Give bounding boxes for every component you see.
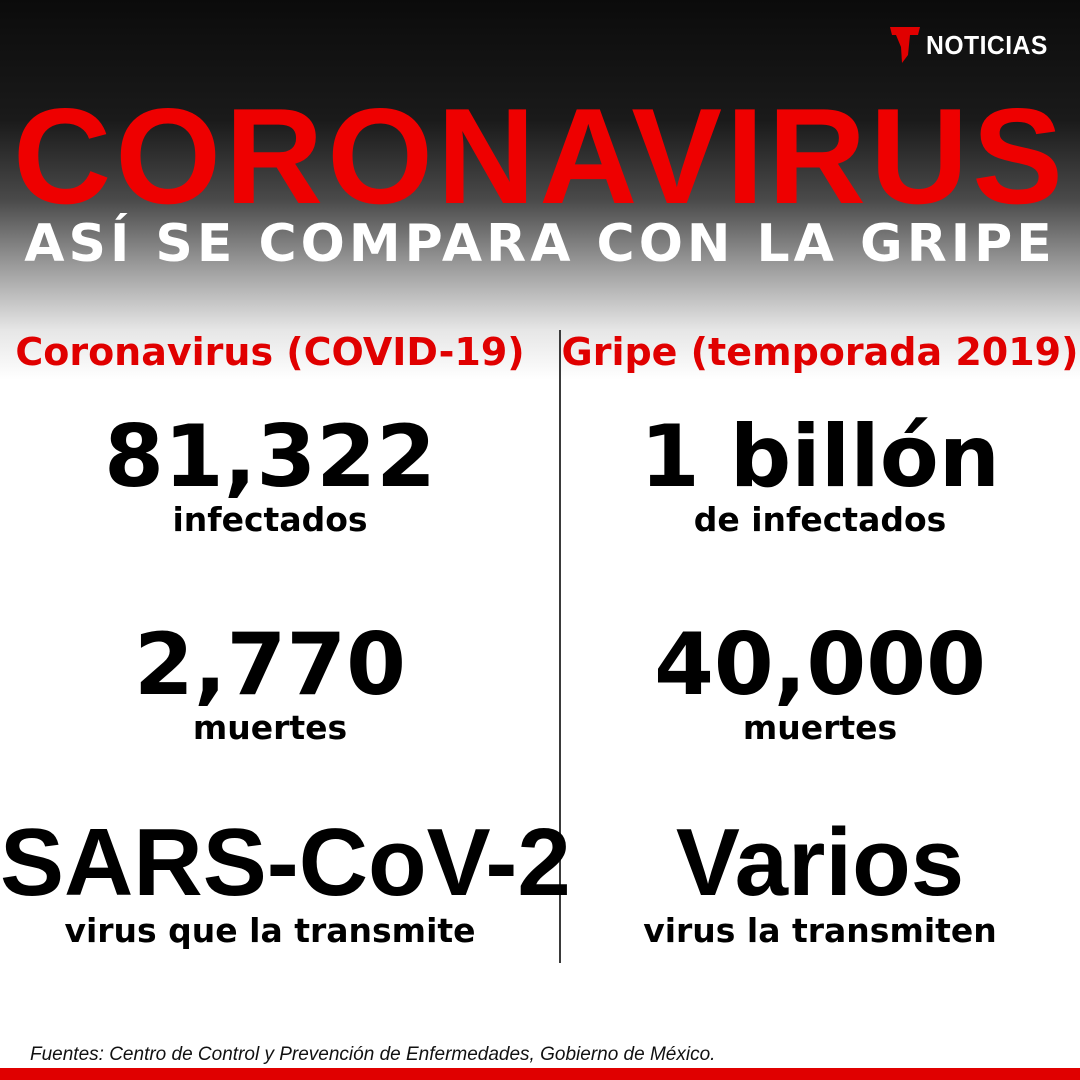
stat-label: virus la transmiten	[643, 911, 997, 950]
stat-deaths: 2,770 muertes	[0, 622, 540, 748]
stat-value: 2,770	[133, 615, 407, 715]
stat-label: muertes	[742, 708, 898, 747]
column-coronavirus: Coronavirus (COVID-19) 81,322 infectados…	[0, 330, 571, 990]
stat-value: 1 billón	[639, 407, 1001, 507]
stat-value: 81,322	[104, 407, 436, 507]
telemundo-t-icon	[889, 27, 920, 63]
stat-label: infectados	[172, 500, 368, 539]
page-title: CORONAVIRUS	[13, 80, 1067, 232]
column-heading: Coronavirus (COVID-19)	[15, 330, 525, 374]
stat-value: SARS-CoV-2	[0, 809, 571, 916]
stat-virus: SARS-CoV-2 virus que la transmite	[0, 809, 571, 951]
stat-virus: Varios virus la transmiten	[560, 815, 1080, 951]
source-note: Fuentes: Centro de Control y Prevención …	[30, 1044, 716, 1065]
stat-infected: 1 billón de infectados	[560, 414, 1080, 540]
bottom-accent-bar	[0, 1068, 1080, 1080]
telemundo-noticias-logo: NOTICIAS	[888, 22, 1054, 68]
column-heading: Gripe (temporada 2019)	[561, 330, 1079, 374]
stat-label: muertes	[192, 708, 348, 747]
stat-deaths: 40,000 muertes	[560, 622, 1080, 748]
column-divider	[559, 330, 561, 963]
stat-label: de infectados	[693, 500, 947, 539]
column-gripe: Gripe (temporada 2019) 1 billón de infec…	[560, 330, 1080, 990]
stat-label: virus que la transmite	[64, 911, 476, 950]
stat-infected: 81,322 infectados	[0, 414, 540, 540]
page-subtitle: ASÍ SE COMPARA CON LA GRIPE	[24, 214, 1056, 274]
stat-value: 40,000	[654, 615, 986, 715]
logo-text: NOTICIAS	[925, 29, 1048, 60]
stat-value: Varios	[675, 809, 965, 916]
